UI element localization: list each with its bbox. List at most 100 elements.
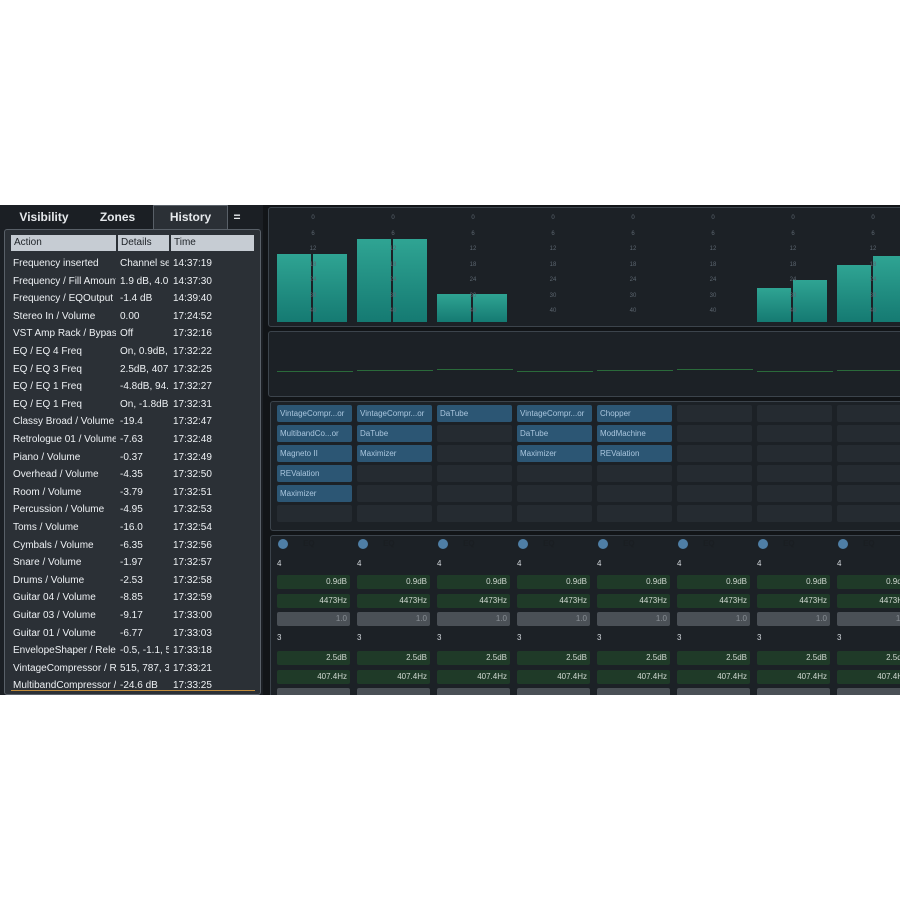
tab[interactable]: = [233, 210, 241, 224]
eq-value[interactable]: 1.0 [517, 612, 590, 626]
eq-value[interactable]: 1.0 [757, 612, 830, 626]
insert-slot[interactable] [757, 485, 832, 502]
insert-slot[interactable] [597, 485, 672, 502]
insert-slot[interactable] [677, 425, 752, 442]
tab[interactable]: History [169, 210, 212, 224]
eq-value[interactable]: 1.0 [437, 612, 510, 626]
history-cell[interactable]: Stereo In / Volume [13, 310, 96, 322]
history-cell[interactable]: Classy Broad / Volume [13, 416, 115, 428]
history-cell[interactable]: EQ / EQ 1 Freq [13, 398, 82, 410]
eq-value[interactable]: 4473Hz [277, 594, 350, 608]
history-cell[interactable]: Frequency / Fill Amount [13, 275, 116, 287]
eq-value[interactable]: 0.9dB [437, 575, 510, 589]
eq-value[interactable]: 2.5dB [837, 651, 900, 665]
eq-value[interactable]: 2.5dB [517, 651, 590, 665]
eq-value[interactable]: 4473Hz [597, 594, 670, 608]
eq-value[interactable]: 407.4Hz [437, 670, 510, 684]
eq-value[interactable] [357, 688, 430, 695]
history-cell[interactable]: Snare / Volume [13, 557, 82, 569]
eq-value[interactable] [597, 688, 670, 695]
insert-slot[interactable] [757, 465, 832, 482]
eq-value[interactable] [437, 688, 510, 695]
insert-slot[interactable]: ModMachine [597, 425, 672, 442]
history-cell[interactable]: EQ / EQ 1 Freq [13, 381, 82, 393]
insert-slot[interactable] [837, 405, 900, 422]
insert-slot[interactable]: Maximizer [517, 445, 592, 462]
insert-slot[interactable]: REValation [277, 465, 352, 482]
history-cell[interactable]: Toms / Volume [13, 522, 79, 533]
tab[interactable]: Zones [99, 210, 136, 224]
insert-slot[interactable] [357, 505, 432, 522]
eq-value[interactable]: 2.5dB [277, 651, 350, 665]
history-cell[interactable]: EQ / EQ 4 Freq [13, 346, 82, 357]
eq-value[interactable]: 407.4Hz [597, 670, 670, 684]
insert-slot[interactable] [677, 445, 752, 462]
history-cell[interactable]: Piano / Volume [13, 451, 81, 463]
eq-value[interactable]: 0.9dB [357, 575, 430, 589]
eq-power[interactable] [598, 539, 608, 549]
eq-value[interactable] [277, 688, 350, 695]
history-cell[interactable]: Frequency inserted [13, 258, 99, 269]
insert-slot[interactable]: VintageCompr...or [357, 405, 432, 422]
insert-slot[interactable]: REValation [597, 445, 672, 462]
insert-slot[interactable]: DaTube [357, 425, 432, 442]
history-cell[interactable]: Drums / Volume [13, 574, 85, 586]
eq-power[interactable] [518, 539, 528, 549]
insert-slot[interactable]: DaTube [437, 405, 512, 422]
history-cell[interactable]: EQ / EQ 3 Freq [13, 363, 82, 375]
insert-slot[interactable]: Maximizer [357, 445, 432, 462]
insert-slot[interactable] [437, 445, 512, 462]
eq-value[interactable]: 2.5dB [357, 651, 430, 665]
insert-slot[interactable] [517, 465, 592, 482]
history-cell[interactable]: MultibandCompressor / [13, 680, 116, 692]
eq-value[interactable]: 1.0 [277, 612, 350, 626]
tab[interactable]: Visibility [19, 210, 69, 224]
eq-value[interactable] [757, 688, 830, 695]
history-cell[interactable]: Frequency / EQOutput [13, 293, 114, 305]
eq-value[interactable]: 4473Hz [357, 594, 430, 608]
insert-slot[interactable] [277, 505, 352, 522]
eq-power[interactable] [838, 539, 848, 549]
history-cell[interactable]: Room / Volume [13, 486, 82, 498]
eq-value[interactable]: 4473Hz [837, 594, 900, 608]
insert-slot[interactable] [517, 485, 592, 502]
history-cell[interactable]: Guitar 04 / Volume [13, 592, 96, 604]
insert-slot[interactable] [757, 505, 832, 522]
insert-slot[interactable] [837, 485, 900, 502]
eq-value[interactable]: 1.0 [837, 612, 900, 626]
insert-slot[interactable] [437, 485, 512, 502]
eq-value[interactable]: 0.9dB [277, 575, 350, 589]
eq-value[interactable]: 0.9dB [677, 575, 750, 589]
eq-value[interactable]: 407.4Hz [837, 670, 900, 684]
insert-slot[interactable] [757, 405, 832, 422]
eq-value[interactable]: 1.0 [677, 612, 750, 626]
insert-slot[interactable]: Maximizer [277, 485, 352, 502]
eq-value[interactable]: 4473Hz [517, 594, 590, 608]
insert-slot[interactable]: MultibandCo...or [277, 425, 352, 442]
history-cell[interactable]: Cymbals / Volume [13, 539, 94, 551]
insert-slot[interactable] [677, 485, 752, 502]
eq-value[interactable]: 2.5dB [757, 651, 830, 665]
insert-slot[interactable] [677, 465, 752, 482]
eq-value[interactable]: 407.4Hz [277, 670, 350, 684]
eq-value[interactable]: 0.9dB [837, 575, 900, 589]
insert-slot[interactable] [757, 425, 832, 442]
eq-value[interactable]: 0.9dB [757, 575, 830, 589]
eq-power[interactable] [278, 539, 288, 549]
eq-value[interactable]: 407.4Hz [757, 670, 830, 684]
insert-slot[interactable] [597, 505, 672, 522]
eq-value[interactable] [517, 688, 590, 695]
history-cell[interactable]: Guitar 01 / Volume [13, 627, 96, 639]
eq-value[interactable]: 407.4Hz [357, 670, 430, 684]
insert-slot[interactable] [837, 505, 900, 522]
eq-value[interactable]: 4473Hz [437, 594, 510, 608]
insert-slot[interactable] [357, 485, 432, 502]
insert-slot[interactable] [757, 445, 832, 462]
insert-slot[interactable] [837, 465, 900, 482]
eq-value[interactable]: 4473Hz [757, 594, 830, 608]
history-cell[interactable]: VintageCompressor / Ra [13, 662, 116, 674]
history-cell[interactable]: Retrologue 01 / Volume [13, 434, 116, 445]
history-cell[interactable]: VST Amp Rack / Bypass [13, 328, 116, 340]
insert-slot[interactable] [597, 465, 672, 482]
history-cell[interactable]: Overhead / Volume [13, 469, 99, 481]
